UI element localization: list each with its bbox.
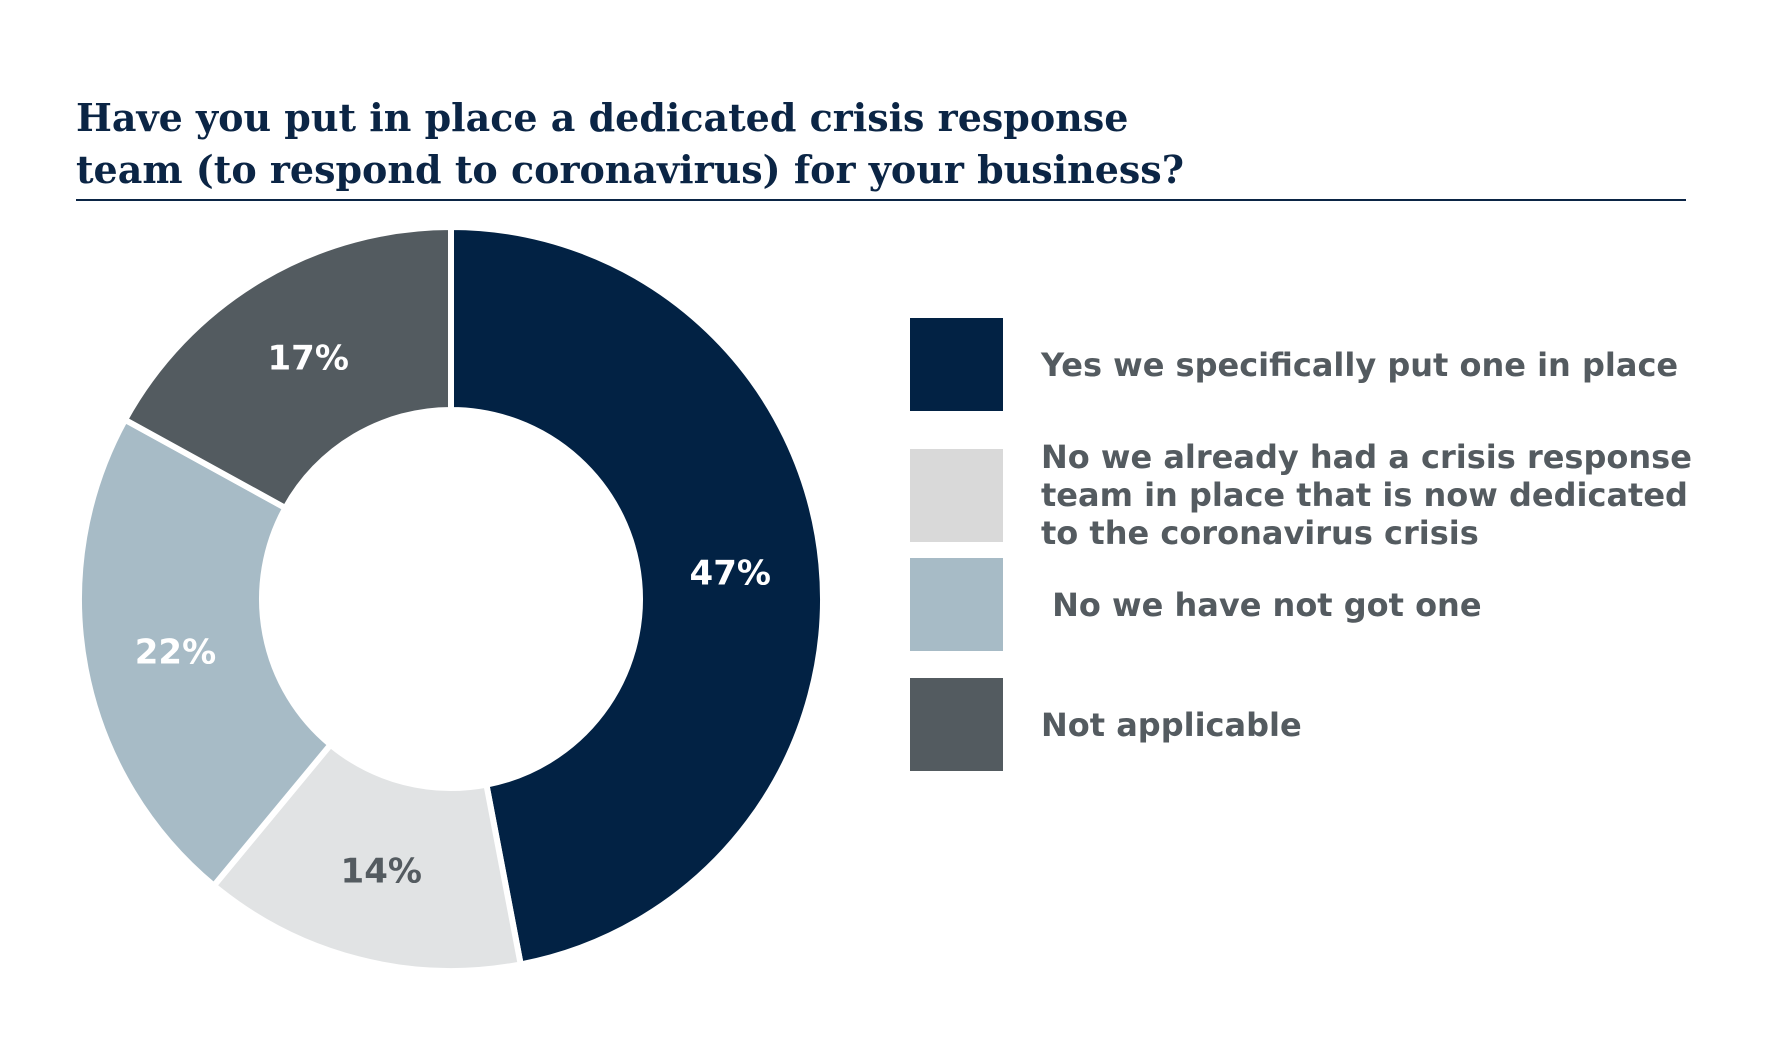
chart-title: Have you put in place a dedicated crisis… xyxy=(76,92,1376,196)
chart-title-line-1: Have you put in place a dedicated crisis… xyxy=(76,95,1129,140)
legend-label: Yes we specifically put one in place xyxy=(1041,345,1679,384)
slice-value-label-1: 14% xyxy=(341,852,422,892)
legend-item-not-applicable: Not applicable xyxy=(910,678,1701,771)
legend-swatch xyxy=(910,558,1003,651)
slice-value-label-3: 17% xyxy=(268,339,349,379)
legend-item-not-got-one: No we have not got one xyxy=(910,558,1701,651)
legend-item-already-had: No we already had a crisis response team… xyxy=(910,438,1701,552)
legend-swatch xyxy=(910,448,1003,542)
donut-slice-0 xyxy=(448,223,826,968)
donut-slice-3 xyxy=(120,223,454,513)
legend-swatch xyxy=(910,318,1003,411)
donut-slice-2 xyxy=(76,415,335,890)
donut-slice-1 xyxy=(209,740,525,974)
slice-value-label-0: 47% xyxy=(690,554,771,594)
slice-value-label-2: 22% xyxy=(135,633,216,673)
chart-title-line-2: team (to respond to coronavirus) for you… xyxy=(76,147,1184,192)
legend-item-yes: Yes we specifically put one in place xyxy=(910,318,1701,411)
title-divider xyxy=(76,199,1686,201)
legend-label: No we already had a crisis response team… xyxy=(1041,438,1692,552)
legend-swatch xyxy=(910,678,1003,771)
legend-label: No we have not got one xyxy=(1041,585,1482,624)
legend-label: Not applicable xyxy=(1041,705,1302,744)
